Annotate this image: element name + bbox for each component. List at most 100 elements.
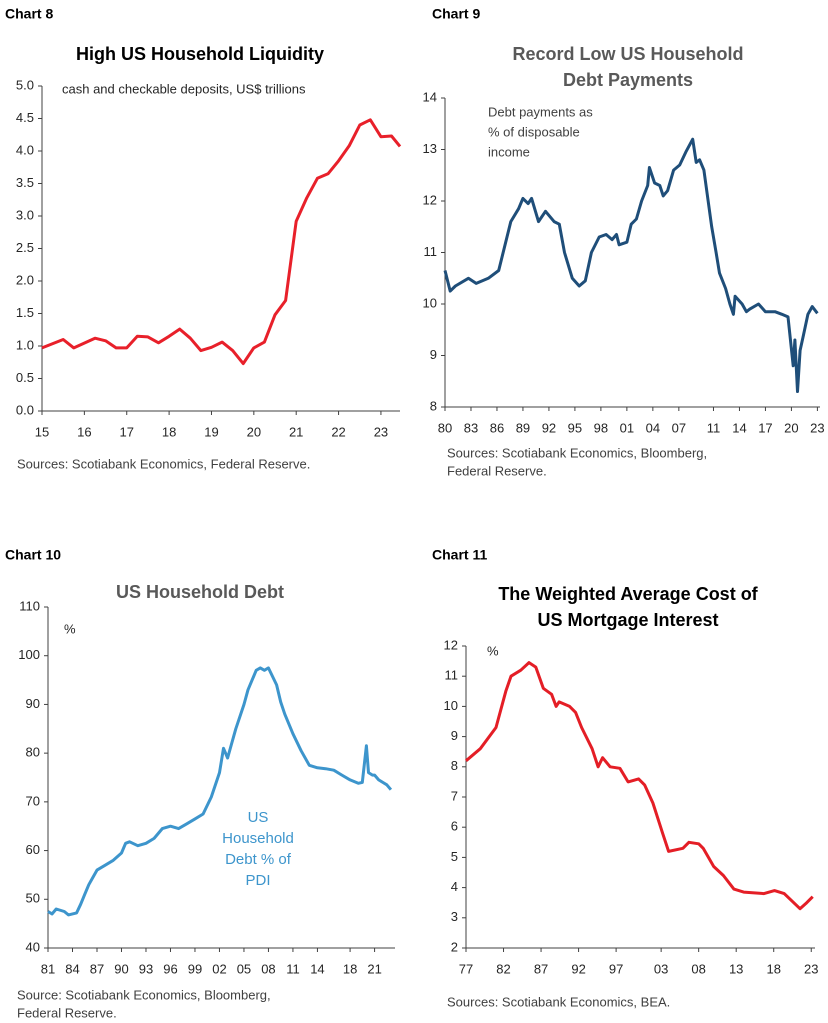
y-tick-label: 0.5	[16, 370, 34, 385]
y-tick-label: 3.5	[16, 175, 34, 190]
x-tick-label: 21	[289, 424, 303, 439]
y-tick-label: 1.0	[16, 337, 34, 352]
x-tick-label: 03	[654, 961, 668, 976]
source: Source: Scotiabank Economics, Bloomberg,	[17, 987, 271, 1002]
y-tick-label: 2	[451, 939, 458, 954]
x-tick-label: 90	[114, 961, 128, 976]
x-tick-label: 23	[810, 420, 824, 435]
chart-title: High US Household Liquidity	[76, 44, 324, 64]
data-line	[443, 137, 819, 393]
x-tick-label: 01	[620, 420, 634, 435]
y-tick-label: 80	[26, 745, 40, 760]
x-tick-label: 11	[707, 420, 721, 435]
source: Sources: Scotiabank Economics, Bloomberg…	[447, 445, 707, 460]
x-tick-label: 80	[438, 420, 452, 435]
x-tick-label: 82	[496, 961, 510, 976]
x-tick-label: 81	[41, 961, 55, 976]
annotation: income	[488, 144, 530, 159]
annotation: Debt % of	[225, 851, 292, 868]
y-tick-label: 40	[26, 939, 40, 954]
y-tick-label: 3	[451, 909, 458, 924]
chart-label: Chart 10	[5, 547, 61, 563]
y-tick-label: 14	[423, 89, 437, 104]
y-tick-label: 11	[445, 668, 459, 683]
x-tick-label: 23	[374, 424, 388, 439]
y-tick-label: 10	[444, 698, 458, 713]
y-tick-label: 6	[451, 819, 458, 834]
y-tick-label: 12	[423, 192, 437, 207]
x-tick-label: 13	[729, 961, 743, 976]
x-tick-label: 77	[459, 961, 473, 976]
x-tick-label: 99	[188, 961, 202, 976]
y-tick-label: 8	[430, 398, 437, 413]
y-tick-label: 12	[444, 637, 458, 652]
y-tick-label: 2.5	[16, 240, 34, 255]
chart-title: Debt Payments	[563, 70, 693, 90]
y-tick-label: 110	[19, 598, 40, 613]
annotation: Debt payments as	[488, 104, 593, 119]
x-tick-label: 05	[237, 961, 251, 976]
x-tick-label: 18	[766, 961, 780, 976]
x-tick-label: 93	[139, 961, 153, 976]
y-tick-label: 60	[26, 842, 40, 857]
x-tick-label: 23	[804, 961, 818, 976]
chart-label: Chart 11	[432, 547, 487, 563]
y-tick-label: 4	[451, 879, 458, 894]
y-tick-label: 11	[424, 244, 438, 259]
y-tick-label: 4.5	[16, 110, 34, 125]
chart-title: US Mortgage Interest	[537, 610, 718, 630]
x-tick-label: 95	[568, 420, 582, 435]
chart-label: Chart 9	[432, 6, 480, 22]
x-tick-label: 83	[464, 420, 478, 435]
x-tick-label: 96	[163, 961, 177, 976]
source: Federal Reserve.	[17, 1005, 117, 1020]
x-tick-label: 04	[646, 420, 660, 435]
y-tick-label: 90	[26, 696, 40, 711]
x-tick-label: 98	[594, 420, 608, 435]
x-tick-label: 15	[35, 424, 49, 439]
x-tick-label: 18	[162, 424, 176, 439]
annotation: % of disposable	[488, 124, 580, 139]
y-tick-label: 5.0	[16, 77, 34, 92]
y-tick-label: 100	[18, 647, 40, 662]
chart-label: Chart 8	[5, 6, 53, 22]
y-tick-label: 70	[26, 793, 40, 808]
data-line	[465, 661, 814, 911]
chart-title: US Household Debt	[116, 582, 284, 602]
source: Sources: Scotiabank Economics, Federal R…	[17, 456, 310, 471]
x-tick-label: 19	[204, 424, 218, 439]
x-tick-label: 84	[65, 961, 79, 976]
x-tick-label: 11	[286, 961, 300, 976]
annotation: PDI	[245, 872, 270, 889]
y-tick-label: 10	[423, 295, 437, 310]
y-tick-label: 1.5	[16, 305, 34, 320]
x-tick-label: 20	[247, 424, 261, 439]
x-tick-label: 02	[212, 961, 226, 976]
annotation: cash and checkable deposits, US$ trillio…	[62, 81, 306, 96]
y-tick-label: 2.0	[16, 272, 34, 287]
y-unit: %	[487, 643, 499, 658]
y-tick-label: 0.0	[16, 402, 34, 417]
x-tick-label: 14	[310, 961, 324, 976]
y-tick-label: 4.0	[16, 142, 34, 157]
x-tick-label: 92	[542, 420, 556, 435]
x-tick-label: 87	[534, 961, 548, 976]
y-tick-label: 9	[430, 347, 437, 362]
data-line	[41, 118, 402, 366]
chart-title: Record Low US Household	[512, 44, 743, 64]
source: Federal Reserve.	[447, 463, 547, 478]
data-line	[47, 666, 393, 917]
y-tick-label: 13	[423, 141, 437, 156]
x-tick-label: 18	[343, 961, 357, 976]
annotation: US	[248, 809, 269, 826]
y-tick-label: 3.0	[16, 207, 34, 222]
x-tick-label: 08	[261, 961, 275, 976]
x-tick-label: 86	[490, 420, 504, 435]
x-tick-label: 08	[691, 961, 705, 976]
y-tick-label: 5	[451, 849, 458, 864]
x-tick-label: 17	[119, 424, 133, 439]
chart-title: The Weighted Average Cost of	[498, 584, 758, 604]
y-unit: %	[64, 621, 76, 636]
x-tick-label: 22	[331, 424, 345, 439]
x-tick-label: 92	[571, 961, 585, 976]
